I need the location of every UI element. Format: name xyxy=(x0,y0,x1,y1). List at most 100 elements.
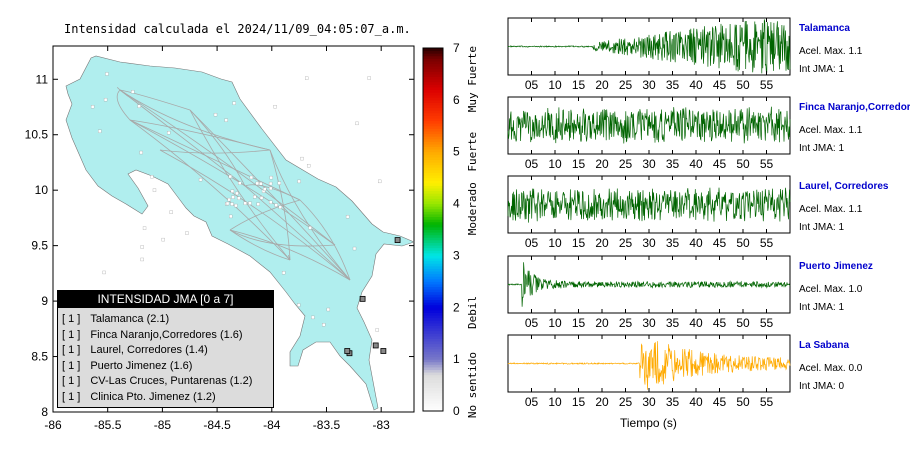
colorbar-segment xyxy=(423,400,443,404)
town-dot xyxy=(274,203,278,207)
town-dot xyxy=(225,201,230,206)
road-line xyxy=(159,149,351,281)
colorbar-segment xyxy=(423,86,443,90)
legend-row-intensity: [ 1 ] xyxy=(62,375,81,387)
station-name: Laurel, Corredores xyxy=(799,181,889,192)
road-line xyxy=(229,229,291,261)
colorbar-segment xyxy=(423,304,443,308)
intensity-colorbar: 0 1 2 3 4 5 6 7 No sentido Debil Moderado Fuerte Muy… xyxy=(422,41,479,418)
map-y-tick-label: 8 xyxy=(41,405,48,419)
map-x-tick-label: -85.5 xyxy=(94,418,122,432)
colorbar-segment xyxy=(423,356,443,360)
colorbar-segment xyxy=(423,265,443,269)
waveform-x-tick-label: 30 xyxy=(642,316,656,330)
station-marker xyxy=(359,295,366,302)
road-line xyxy=(119,89,246,187)
town-dot xyxy=(227,197,231,202)
station-name: Puerto Jimenez xyxy=(799,261,873,272)
legend-row: [ 1 ] Laurel, Corredores (1.4) xyxy=(62,344,208,356)
road-line xyxy=(129,119,301,201)
legend-row-intensity: [ 1 ] xyxy=(62,359,81,372)
waveform-x-tick-label: 20 xyxy=(595,78,609,92)
town-dot xyxy=(140,257,144,262)
colorbar-segment xyxy=(423,242,443,246)
town-dot xyxy=(243,201,247,205)
town-dot xyxy=(281,271,286,275)
road-line xyxy=(189,109,351,281)
waveform-panels: 05 10 15 20 25 30 35 40 45 50 55 05 10 15 20 25 30 35 40 45… xyxy=(507,17,791,409)
colorbar-segment xyxy=(423,213,443,218)
town-dot xyxy=(152,188,157,192)
waveform-x-tick-label: 55 xyxy=(760,236,774,250)
waveform-x-tick-label: 50 xyxy=(736,157,750,171)
colorbar-segment xyxy=(423,405,443,409)
colorbar-segment xyxy=(423,379,443,383)
colorbar-segment xyxy=(423,232,443,236)
colorbar-segment xyxy=(423,102,443,106)
colorbar-segment xyxy=(423,115,443,119)
colorbar-segment xyxy=(423,188,443,192)
colorbar-tick-label: 4 xyxy=(453,197,460,211)
map-x-tick-label: -83 xyxy=(373,418,391,432)
waveform-x-tick-label: 35 xyxy=(666,157,680,171)
station-acceleration: Acel. Max. 1.1 xyxy=(799,46,863,57)
colorbar-segment xyxy=(423,58,443,62)
town-dot xyxy=(213,113,218,117)
colorbar-segment xyxy=(423,258,443,262)
legend-row: [ 1 ] Clinica Pto. Jimenez (1.2) xyxy=(62,391,216,403)
town-dot xyxy=(297,303,301,307)
colorbar-segment xyxy=(423,99,443,103)
station-acceleration: Acel. Max. 1.0 xyxy=(799,284,863,295)
colorbar-segment xyxy=(423,125,443,129)
colorbar-segment xyxy=(423,219,443,223)
colorbar-segment xyxy=(423,76,443,80)
legend-row-label: Clinica Pto. Jimenez (1.2) xyxy=(90,390,216,403)
colorbar-segment xyxy=(423,237,443,241)
colorbar-segment xyxy=(423,211,443,215)
town-dot xyxy=(308,226,312,230)
map-x-tick-label: -83.5 xyxy=(313,418,341,432)
road-line xyxy=(244,185,351,281)
town-dot xyxy=(305,76,309,80)
colorbar-segment xyxy=(423,283,443,288)
town-dot xyxy=(375,328,379,332)
colorbar-segment xyxy=(423,325,443,329)
colorbar-segment xyxy=(423,55,443,59)
colorbar-segment xyxy=(423,206,443,210)
town-dot xyxy=(234,203,238,208)
map-x-tick-label: -86 xyxy=(44,418,62,432)
station-jma-intensity: Int JMA: 0 xyxy=(799,381,845,392)
waveform-x-tick-label: 10 xyxy=(548,236,562,250)
town-dot xyxy=(345,215,350,219)
waveform-x-tick-label: 20 xyxy=(595,395,609,409)
town-dot xyxy=(185,231,189,235)
waveform-x-tick-label: 20 xyxy=(595,316,609,330)
town-dot xyxy=(269,200,273,204)
road-line xyxy=(299,199,351,281)
station-name: Finca Naranjo,Corredores xyxy=(799,102,910,113)
colorbar-segment xyxy=(423,53,443,57)
legend-row: [ 1 ] CV-Las Cruces, Puntarenas (1.2) xyxy=(62,375,252,387)
colorbar-segment xyxy=(423,128,443,132)
colorbar-segment xyxy=(423,92,443,96)
town-dot xyxy=(161,237,165,242)
waveform-x-tick-label: 25 xyxy=(619,236,633,250)
town-dot xyxy=(90,105,95,109)
town-dot xyxy=(224,118,228,122)
colorbar-segment xyxy=(423,159,443,163)
colorbar-segment xyxy=(423,335,443,339)
colorbar-segment xyxy=(423,229,443,233)
colorbar-segment xyxy=(423,154,443,158)
colorbar-segment xyxy=(423,138,443,142)
waveform-x-tick-label: 05 xyxy=(525,316,539,330)
station-name: Talamanca xyxy=(799,23,850,34)
town-dot xyxy=(140,245,144,249)
colorbar-segment xyxy=(423,169,443,173)
colorbar-segment xyxy=(423,369,443,373)
colorbar-segment xyxy=(423,177,443,181)
colorbar-tick-label: 7 xyxy=(453,41,460,55)
colorbar-segment xyxy=(423,263,443,267)
town-dot xyxy=(198,178,203,182)
colorbar-segment xyxy=(423,180,443,184)
station-name: La Sabana xyxy=(799,340,850,351)
